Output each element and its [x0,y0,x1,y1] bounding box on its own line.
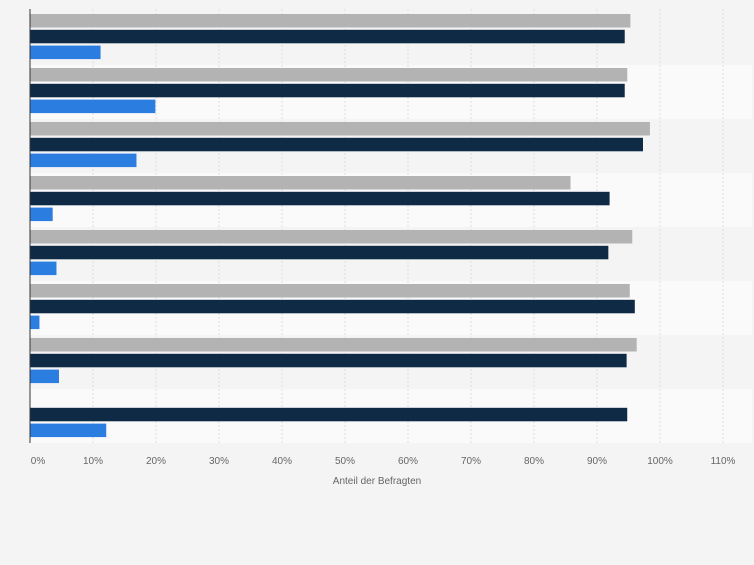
bar-3-category-5[interactable] [30,261,57,276]
x-tick-label: 50% [335,456,355,467]
bar-3-category-2[interactable] [30,99,156,114]
bar-3-category-1[interactable] [30,45,101,60]
x-tick-label: 30% [209,456,229,467]
bar-3-category-6[interactable] [30,315,40,330]
bar-2-category-6[interactable] [30,299,635,314]
bar-2-category-1[interactable] [30,29,625,44]
bar-3-category-8[interactable] [30,423,107,438]
bar-1-category-4[interactable] [30,176,571,190]
bar-3-category-4[interactable] [30,207,53,222]
bar-1-category-6[interactable] [30,284,630,298]
bar-2-category-7[interactable] [30,353,627,368]
x-tick-label: 40% [272,456,292,467]
bars [30,14,650,438]
x-tick-label: 110% [711,456,736,467]
bar-2-category-8[interactable] [30,407,628,422]
x-tick-label: 70% [461,456,481,467]
x-tick-label: 90% [587,456,607,467]
x-tick-labels: 0% 10% 20% 30% 40% 50% 60% 70% 80% 90% 100% 110% [31,456,736,467]
bar-1-category-7[interactable] [30,338,637,352]
bar-2-category-4[interactable] [30,191,610,206]
bar-3-category-7[interactable] [30,369,59,384]
bar-1-category-2[interactable] [30,68,628,82]
bar-2-category-5[interactable] [30,245,609,260]
x-tick-label: 80% [524,456,544,467]
bar-2-category-2[interactable] [30,83,625,98]
bar-2-category-3[interactable] [30,137,643,152]
bar-3-category-3[interactable] [30,153,137,168]
bar-1-category-1[interactable] [30,14,631,28]
x-tick-label: 20% [146,456,166,467]
x-tick-label: 60% [398,456,418,467]
bar-1-category-5[interactable] [30,230,633,244]
x-axis-label: Anteil der Befragten [333,476,421,487]
bar-1-category-3[interactable] [30,122,650,136]
x-tick-label: 0% [31,456,46,467]
x-tick-label: 100% [647,456,673,467]
x-tick-label: 10% [83,456,103,467]
